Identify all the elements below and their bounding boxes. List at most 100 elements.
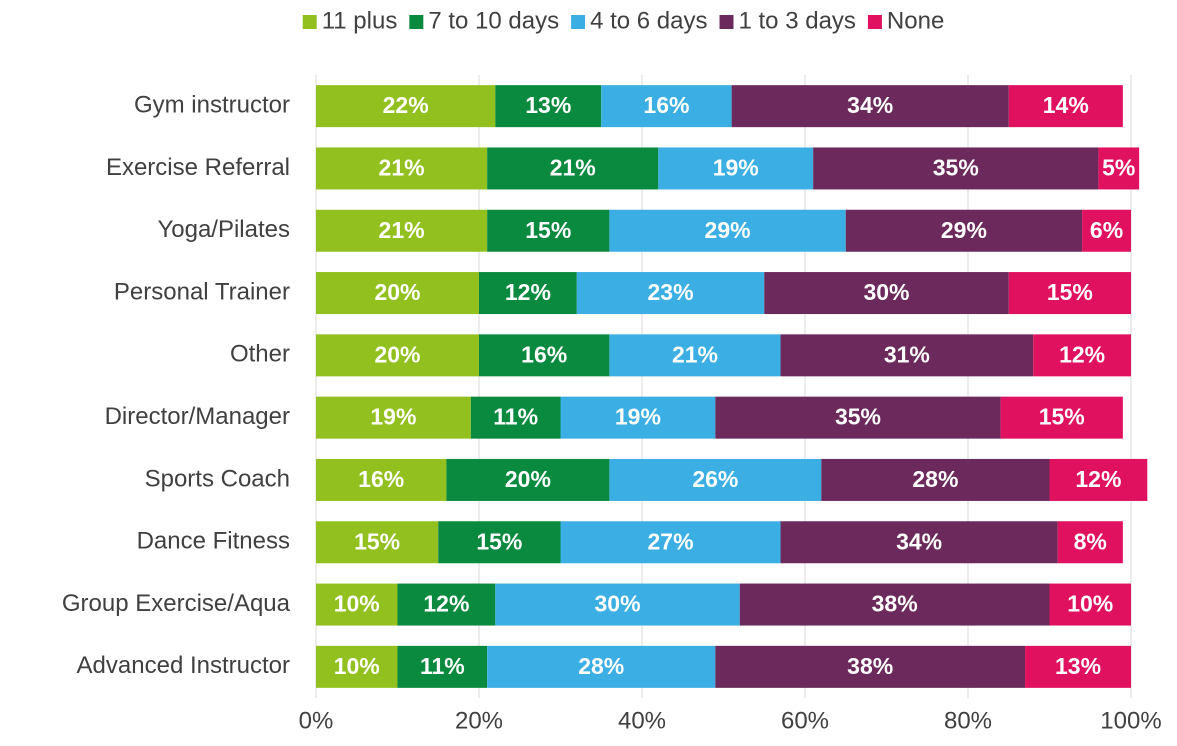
value-label: 30% — [863, 279, 909, 305]
bar-segment — [1008, 272, 1131, 315]
value-label: 35% — [933, 155, 979, 181]
bar-segment — [495, 583, 740, 626]
legend-swatch — [867, 15, 882, 29]
value-label: 8% — [1074, 528, 1107, 554]
x-tick-label: 100% — [1100, 707, 1161, 734]
value-label: 20% — [374, 279, 420, 305]
value-label: 13% — [525, 92, 571, 118]
value-label: 12% — [1059, 341, 1105, 367]
legend-swatch — [719, 15, 734, 29]
bar-segment — [316, 85, 496, 128]
value-label: 16% — [358, 466, 404, 492]
y-tick-label: Personal Trainer — [114, 278, 290, 305]
bar-segment — [397, 583, 496, 626]
bar-segment — [1082, 209, 1131, 252]
value-label: 5% — [1102, 155, 1135, 181]
bar-segment — [316, 645, 398, 688]
bar-segment — [764, 272, 1009, 315]
value-label: 35% — [835, 404, 881, 430]
bar-segment — [487, 147, 659, 190]
bar-segment — [1057, 521, 1123, 564]
y-tick-label: Dance Fitness — [137, 528, 290, 555]
x-tick-label: 20% — [455, 707, 503, 734]
y-tick-label: Gym instructor — [134, 91, 290, 118]
bar-segment — [739, 583, 1050, 626]
value-label: 15% — [1047, 279, 1093, 305]
bar-segment — [813, 147, 1099, 190]
y-tick-label: Other — [230, 341, 290, 368]
bar-segment — [446, 458, 610, 501]
bar-segment — [1033, 334, 1131, 377]
value-label: 12% — [505, 279, 551, 305]
bar-segment — [316, 272, 479, 315]
value-label: 28% — [578, 653, 624, 679]
x-tick-label: 60% — [781, 707, 829, 734]
value-label: 10% — [1067, 591, 1113, 617]
value-label: 11% — [493, 404, 538, 430]
value-label: 38% — [847, 653, 893, 679]
bar-segment — [495, 85, 602, 128]
value-label: 12% — [423, 591, 469, 617]
bar-segment — [316, 209, 488, 252]
value-label: 14% — [1043, 92, 1089, 118]
value-label: 19% — [615, 404, 661, 430]
value-label: 16% — [643, 92, 689, 118]
bar-segment — [1008, 85, 1123, 128]
bar-segment — [1000, 396, 1123, 439]
bar-segment — [609, 458, 822, 501]
value-label: 20% — [374, 341, 420, 367]
bar-segment — [560, 521, 781, 564]
bar-segment — [780, 521, 1058, 564]
value-label: 30% — [595, 591, 641, 617]
bar-segment — [658, 147, 814, 190]
bar-segment — [470, 396, 561, 439]
value-label: 22% — [383, 92, 429, 118]
bar-segment — [397, 645, 488, 688]
bar-segment — [560, 396, 716, 439]
legend-swatch — [409, 15, 424, 29]
x-tick-label: 40% — [618, 707, 666, 734]
value-label: 10% — [334, 653, 380, 679]
bar-segment — [1098, 147, 1140, 190]
y-tick-label: Group Exercise/Aqua — [62, 590, 291, 617]
bar-segment — [479, 334, 610, 377]
value-label: 15% — [1039, 404, 1085, 430]
bar-segment — [1049, 583, 1131, 626]
legend-label: 11 plus — [322, 7, 398, 34]
y-tick-label: Sports Coach — [145, 465, 290, 492]
bar-segment — [487, 645, 716, 688]
value-label: 6% — [1090, 217, 1123, 243]
value-label: 13% — [1055, 653, 1101, 679]
bar-segment — [1025, 645, 1131, 688]
value-label: 20% — [505, 466, 551, 492]
bar-segment — [316, 583, 398, 626]
value-label: 34% — [896, 528, 942, 554]
bar-segment — [845, 209, 1083, 252]
bar-segment — [438, 521, 561, 564]
bar-segment — [487, 209, 610, 252]
value-label: 15% — [525, 217, 571, 243]
y-tick-label: Exercise Referral — [106, 154, 290, 181]
value-label: 29% — [705, 217, 751, 243]
bar-segment — [316, 458, 447, 501]
bar-segment — [601, 85, 732, 128]
value-label: 21% — [550, 155, 596, 181]
value-label: 29% — [941, 217, 987, 243]
bar-segment — [1049, 458, 1148, 501]
bar-segment — [731, 85, 1009, 128]
bar-segment — [576, 272, 765, 315]
bar-segment — [316, 396, 471, 439]
value-label: 10% — [334, 591, 380, 617]
value-label: 21% — [672, 341, 718, 367]
value-label: 21% — [379, 155, 425, 181]
value-label: 26% — [692, 466, 738, 492]
x-tick-label: 0% — [299, 707, 334, 734]
value-label: 16% — [521, 341, 567, 367]
bar-segment — [316, 147, 488, 190]
value-label: 11% — [420, 653, 465, 679]
bar-segment — [316, 521, 439, 564]
x-tick-label: 80% — [944, 707, 992, 734]
legend-swatch — [302, 15, 317, 29]
value-label: 27% — [648, 528, 694, 554]
